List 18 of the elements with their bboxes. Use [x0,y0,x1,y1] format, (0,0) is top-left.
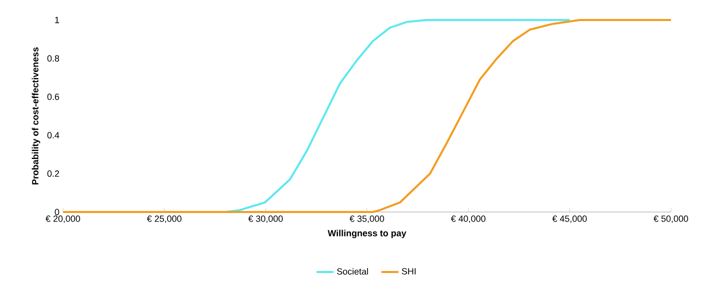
x-tick-label: € 50,000 [654,216,688,223]
x-axis-title: Willingness to pay [328,230,406,238]
x-tick-label: € 35,000 [350,216,384,223]
x-tick-label: € 20,000 [46,216,80,223]
y-tick-label: 0.6 [47,94,60,100]
y-tick-label: 0.4 [47,132,60,138]
y-tick-label: 0 [54,208,60,216]
y-tick-label: 0.8 [47,55,60,62]
y-tick-label: 0.2 [47,170,60,177]
x-tick-label: € 40,000 [450,216,486,223]
x-tick-label: € 25,000 [146,216,182,223]
legend-label: Societal [337,268,368,275]
line-series [62,18,672,213]
x-tick-label: € 30,000 [248,216,283,223]
x-tick-label: € 45,000 [552,216,587,223]
legend-label: SHI [402,268,416,274]
y-tick-label: 1 [55,16,60,24]
y-axis-title: Probability of cost-effectiveness [32,47,40,184]
